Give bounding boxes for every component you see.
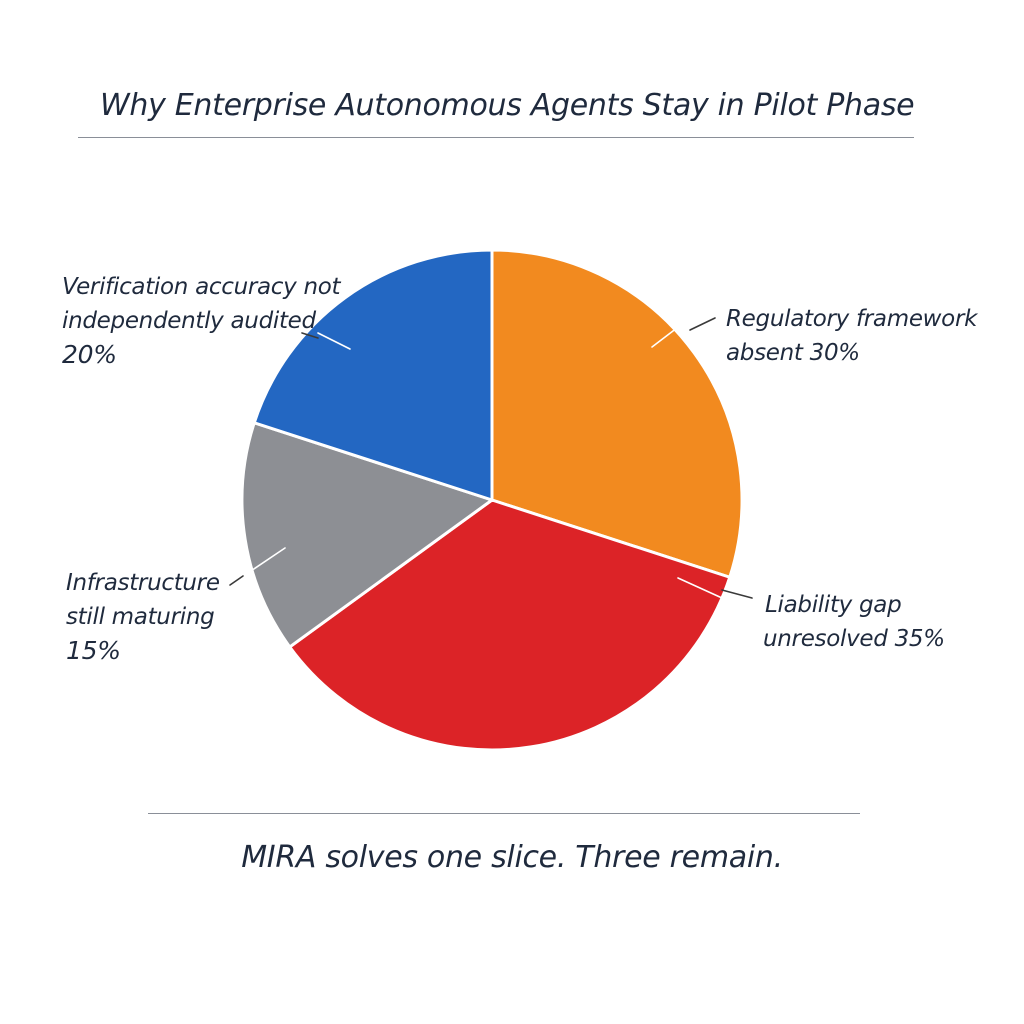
slice-label-line: Regulatory framework <box>726 306 978 332</box>
leader-line <box>677 577 723 599</box>
pie-slice-regulatory <box>490 248 744 579</box>
slice-label-regulatory: Regulatory framework absent 30% <box>726 302 977 370</box>
slice-label-line: Liability gap <box>765 592 902 618</box>
pie-slice-infrastructure <box>240 421 494 649</box>
pie-slice-verification <box>252 248 494 502</box>
chart-caption: MIRA solves one slice. Three remain. <box>241 840 783 875</box>
leader-line <box>317 332 351 350</box>
slice-label-percent: 15% <box>66 636 121 665</box>
slice-label-line: Verification accuracy not <box>62 274 341 300</box>
leader-line <box>689 317 716 331</box>
caption-divider <box>148 813 860 814</box>
leader-line <box>229 575 244 586</box>
slice-label-line: unresolved 35% <box>763 626 945 652</box>
slice-label-line: absent 30% <box>726 340 860 366</box>
slice-label-line: independently audited <box>62 308 316 334</box>
slice-label-liability: Liability gap unresolved 35% <box>763 588 945 656</box>
title-divider <box>78 137 914 138</box>
leader-line <box>651 317 691 348</box>
slice-label-line: still maturing <box>66 604 215 630</box>
pie-slice-liability <box>288 498 732 752</box>
chart-title: Why Enterprise Autonomous Agents Stay in… <box>100 88 915 123</box>
slice-label-infrastructure: Infrastructure still maturing 15% <box>66 566 220 668</box>
slice-label-line: Infrastructure <box>66 570 220 596</box>
leader-line <box>721 589 753 599</box>
slice-label-verification: Verification accuracy not independently … <box>62 270 341 372</box>
slice-label-percent: 20% <box>62 340 117 369</box>
leader-line <box>301 332 319 339</box>
